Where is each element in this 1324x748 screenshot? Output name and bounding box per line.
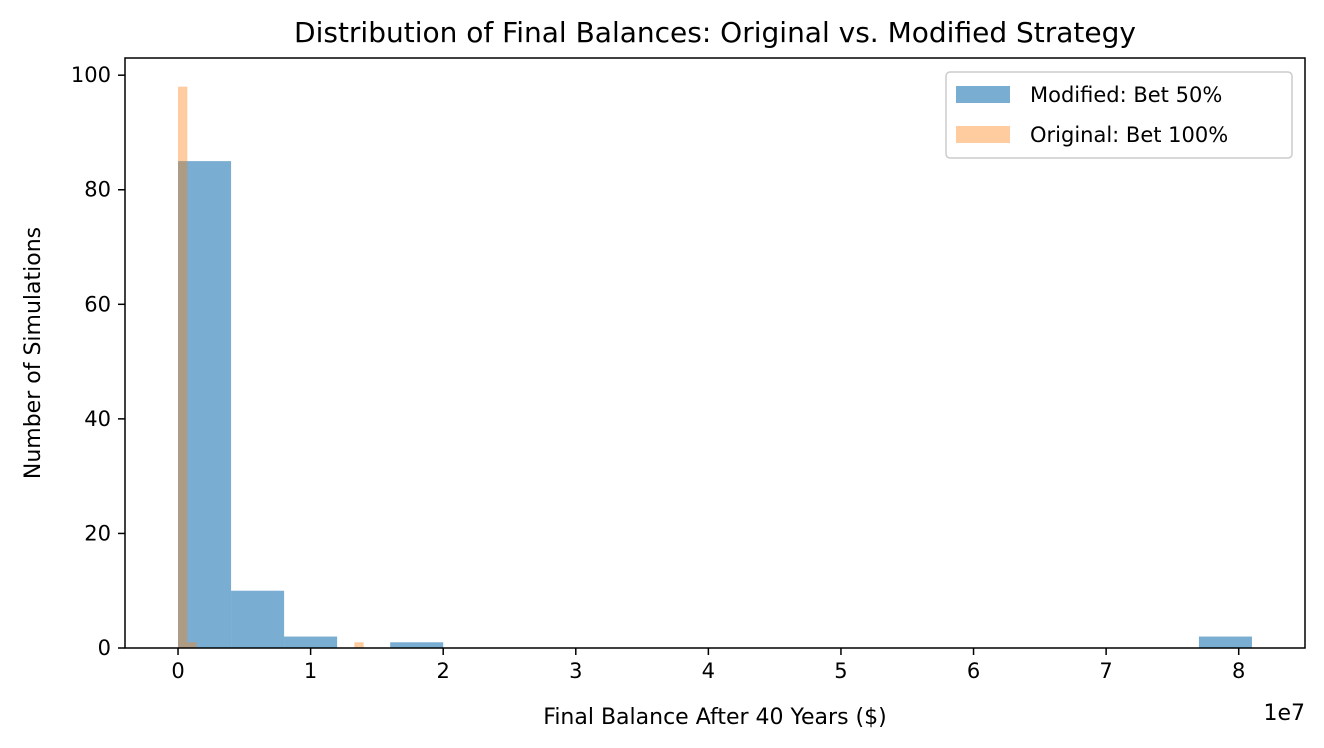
legend-label-modified: Modified: Bet 50% [1030,83,1222,107]
x-tick-label-5: 5 [834,659,847,683]
x-tick-label-4: 4 [702,659,715,683]
x-tick-label-1: 1 [304,659,317,683]
histogram-bar-series-0-bin-4 [1198,636,1252,648]
histogram-bar-series-0-bin-2 [284,636,338,648]
histogram-bar-series-0-bin-1 [231,590,285,648]
legend-box [945,71,1293,159]
x-tick-label-6: 6 [967,659,980,683]
y-tick-label-1: 20 [84,521,111,545]
histogram-bar-series-0-bin-0 [178,161,232,648]
legend-swatch-original [956,126,1010,143]
y-axis-label: Number of Simulations [21,227,46,479]
chart-title: Distribution of Final Balances: Original… [294,16,1136,49]
y-axis: 0 20 40 60 80 100 [71,63,125,660]
legend-swatch-modified [956,86,1010,103]
histogram-bar-series-0-bin-3 [390,642,444,648]
x-tick-label-3: 3 [569,659,582,683]
x-axis-offset-label: 1e7 [1263,701,1305,726]
histogram-bar-series-1-bin-2 [354,642,364,648]
y-tick-label-5: 100 [71,63,111,87]
histogram-bar-series-1-bin-0 [178,86,188,649]
axes-frame [124,57,1306,649]
histogram-bar-series-1-bin-1 [187,642,197,648]
y-tick-label-4: 80 [84,178,111,202]
y-tick-label-2: 40 [84,407,111,431]
x-tick-label-7: 7 [1099,659,1112,683]
x-tick-label-2: 2 [437,659,450,683]
plot-area [178,86,1252,649]
legend-label-original: Original: Bet 100% [1030,123,1228,147]
legend: Modified: Bet 50% Original: Bet 100% [945,71,1293,159]
y-tick-label-0: 0 [98,636,111,660]
x-axis-label: Final Balance After 40 Years ($) [543,705,886,730]
x-tick-label-8: 8 [1232,659,1245,683]
x-tick-label-0: 0 [171,659,184,683]
y-tick-label-3: 60 [84,292,111,316]
x-axis: 0 1 2 3 4 5 6 7 8 [171,648,1245,683]
